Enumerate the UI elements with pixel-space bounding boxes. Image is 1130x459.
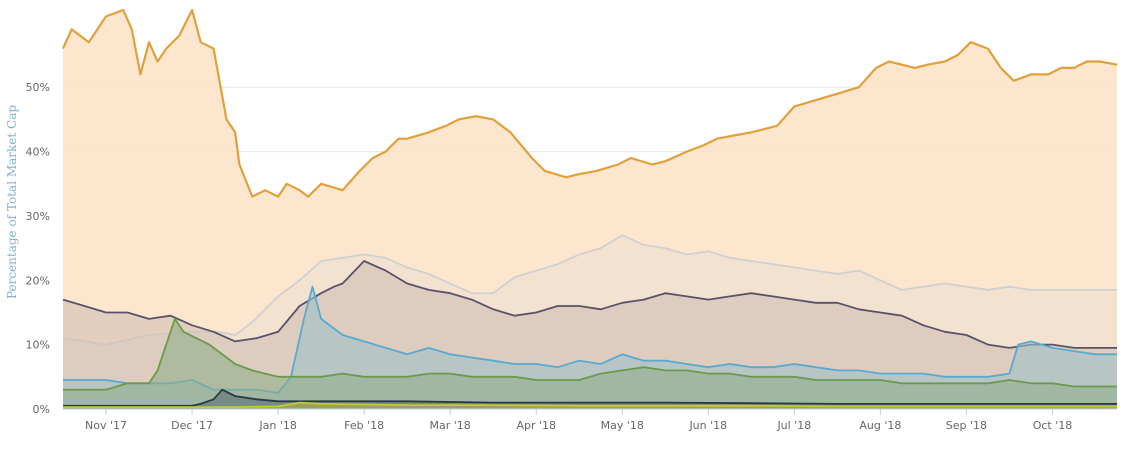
x-tick-label: Dec '17 [171, 419, 213, 432]
series-4-line [63, 318, 1117, 391]
x-tick-label: May '18 [601, 419, 644, 432]
x-tick-label: Mar '18 [430, 419, 471, 432]
x-tick-label: Jun '18 [688, 419, 727, 432]
series-0-line [61, 8, 1118, 198]
y-tick-label: 20% [26, 274, 50, 287]
series-5-line [63, 388, 1117, 407]
y-axis-ticks: 0% 10% 20% 30% 40% 50% [26, 81, 50, 416]
series-areas [61, 8, 1118, 409]
x-axis-ticks: Nov '17 Dec '17 Jan '18 Feb '18 Mar '18 Apr '… [85, 409, 1072, 432]
x-tick-label: Aug '18 [859, 419, 901, 432]
series-2-line [62, 260, 1117, 349]
x-tick-label: Apr '18 [516, 419, 556, 432]
y-tick-label: 30% [26, 210, 50, 223]
series-1-line [62, 234, 1117, 346]
x-tick-label: Oct '18 [1033, 419, 1073, 432]
y-tick-label: 10% [26, 339, 50, 352]
x-tick-label: Nov '17 [85, 419, 127, 432]
y-tick-label: 50% [26, 81, 50, 94]
y-tick-label: 40% [26, 146, 50, 159]
x-tick-label: Jan '18 [258, 419, 296, 432]
y-axis-label: Percentage of Total Market Cap [5, 105, 19, 299]
series-6-line [63, 401, 1117, 408]
x-tick-label: Sep '18 [946, 419, 987, 432]
y-tick-label: 0% [33, 403, 50, 416]
x-tick-label: Jul '18 [776, 419, 811, 432]
series-4-area [63, 318, 1117, 409]
x-tick-label: Feb '18 [344, 419, 384, 432]
